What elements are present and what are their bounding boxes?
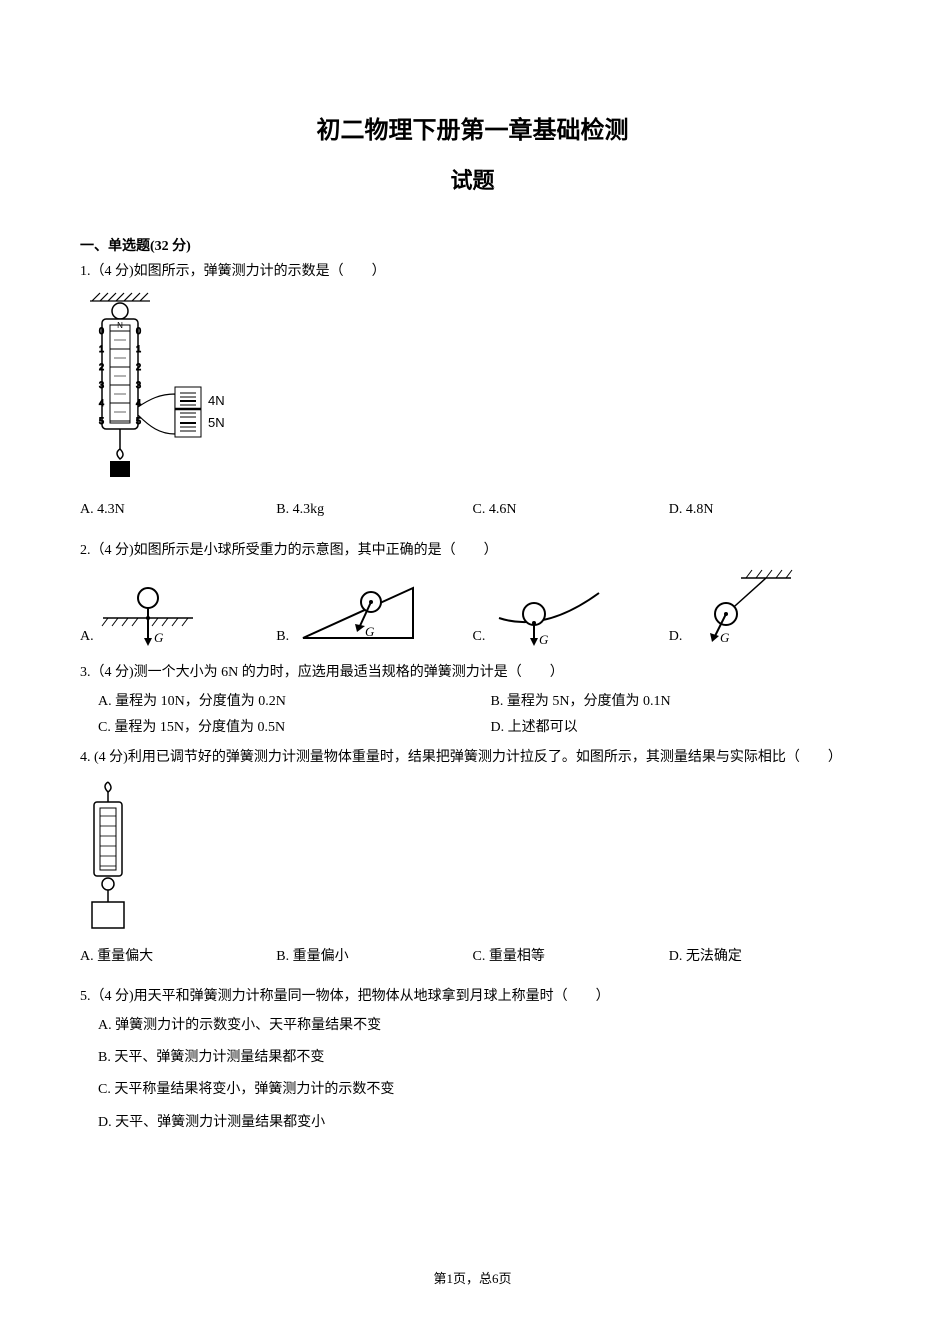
scale-mark: 0 — [99, 326, 104, 336]
callout-4n: 4N — [208, 393, 225, 408]
scale-mark: 2 — [99, 362, 104, 372]
q1-opt-d: D. 4.8N — [669, 499, 865, 521]
q4-diagram — [80, 776, 865, 936]
q2-opt-a: A. G — [80, 578, 276, 648]
q5-opt-d: D. 天平、弹簧测力计测量结果都变小 — [80, 1112, 865, 1134]
q4-opt-c: C. 重量相等 — [473, 946, 669, 968]
svg-text:2: 2 — [136, 362, 141, 372]
svg-text:0: 0 — [136, 326, 141, 336]
q1-options: A. 4.3N B. 4.3kg C. 4.6N D. 4.8N — [80, 499, 865, 521]
svg-text:G: G — [365, 624, 375, 639]
q4-text: 4. (4 分)利用已调节好的弹簧测力计测量物体重量时，结果把弹簧测力计拉反了。… — [80, 747, 865, 769]
q5-opt-a: A. 弹簧测力计的示数变小、天平称量结果不变 — [80, 1015, 865, 1037]
svg-text:G: G — [539, 632, 549, 647]
q1-opt-a: A. 4.3N — [80, 499, 276, 521]
unit-label: N — [117, 321, 123, 330]
scale-mark: 5 — [99, 416, 104, 426]
page-title: 初二物理下册第一章基础检测 — [80, 110, 865, 145]
question-2: 2.（4 分)如图所示是小球所受重力的示意图，其中正确的是（ ） A. G B. — [80, 540, 865, 648]
q1-opt-c: C. 4.6N — [473, 499, 669, 521]
q4-opt-a: A. 重量偏大 — [80, 946, 276, 968]
svg-text:3: 3 — [136, 380, 141, 390]
q2-text: 2.（4 分)如图所示是小球所受重力的示意图，其中正确的是（ ） — [80, 540, 865, 562]
question-5: 5.（4 分)用天平和弹簧测力计称量同一物体，把物体从地球拿到月球上称量时（ ）… — [80, 986, 865, 1134]
q2-opt-b: B. G — [276, 578, 472, 648]
q3-opt-d: D. 上述都可以 — [473, 717, 866, 739]
svg-text:G: G — [720, 630, 730, 645]
q1-text: 1.（4 分)如图所示，弹簧测力计的示数是（ ） — [80, 261, 865, 283]
q4-options: A. 重量偏大 B. 重量偏小 C. 重量相等 D. 无法确定 — [80, 946, 865, 968]
q1-diagram: 0 1 2 3 4 5 0 1 2 3 4 5 N — [80, 289, 865, 489]
q4-opt-d: D. 无法确定 — [669, 946, 865, 968]
scale-mark: 1 — [99, 344, 104, 354]
section-header: 一、单选题(32 分) — [80, 235, 865, 255]
q3-opt-c: C. 量程为 15N，分度值为 0.5N — [80, 717, 473, 739]
q1-opt-b: B. 4.3kg — [276, 499, 472, 521]
question-1: 1.（4 分)如图所示，弹簧测力计的示数是（ ） 0 1 2 3 — [80, 261, 865, 522]
q3-opt-a: A. 量程为 10N，分度值为 0.2N — [80, 691, 473, 713]
svg-text:G: G — [154, 630, 164, 645]
page-subtitle: 试题 — [80, 163, 865, 195]
scale-mark: 3 — [99, 380, 104, 390]
q4-opt-b: B. 重量偏小 — [276, 946, 472, 968]
q5-opt-c: C. 天平称量结果将变小，弹簧测力计的示数不变 — [80, 1079, 865, 1101]
callout-5n: 5N — [208, 415, 225, 430]
scale-mark: 4 — [99, 398, 104, 408]
q2-opt-d: D. G — [669, 568, 865, 648]
q5-text: 5.（4 分)用天平和弹簧测力计称量同一物体，把物体从地球拿到月球上称量时（ ） — [80, 986, 865, 1008]
q3-opt-b: B. 量程为 5N，分度值为 0.1N — [473, 691, 866, 713]
page-footer: 第1页，总6页 — [0, 1268, 945, 1287]
question-4: 4. (4 分)利用已调节好的弹簧测力计测量物体重量时，结果把弹簧测力计拉反了。… — [80, 747, 865, 968]
q3-text: 3.（4 分)测一个大小为 6N 的力时，应选用最适当规格的弹簧测力计是（ ） — [80, 662, 865, 684]
q5-options: A. 弹簧测力计的示数变小、天平称量结果不变 B. 天平、弹簧测力计测量结果都不… — [80, 1015, 865, 1135]
q3-options: A. 量程为 10N，分度值为 0.2N B. 量程为 5N，分度值为 0.1N… — [80, 691, 865, 744]
question-3: 3.（4 分)测一个大小为 6N 的力时，应选用最适当规格的弹簧测力计是（ ） … — [80, 662, 865, 743]
q2-diagrams: A. G B. G C. — [80, 568, 865, 648]
q2-opt-c: C. G — [473, 578, 669, 648]
q5-opt-b: B. 天平、弹簧测力计测量结果都不变 — [80, 1047, 865, 1069]
svg-text:1: 1 — [136, 344, 141, 354]
